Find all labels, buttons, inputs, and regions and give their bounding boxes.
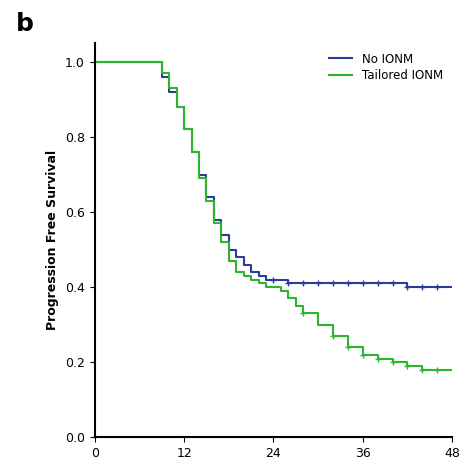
Legend: No IONM, Tailored IONM: No IONM, Tailored IONM bbox=[325, 49, 446, 86]
Text: b: b bbox=[16, 11, 34, 36]
Y-axis label: Progression Free Survival: Progression Free Survival bbox=[46, 150, 59, 330]
